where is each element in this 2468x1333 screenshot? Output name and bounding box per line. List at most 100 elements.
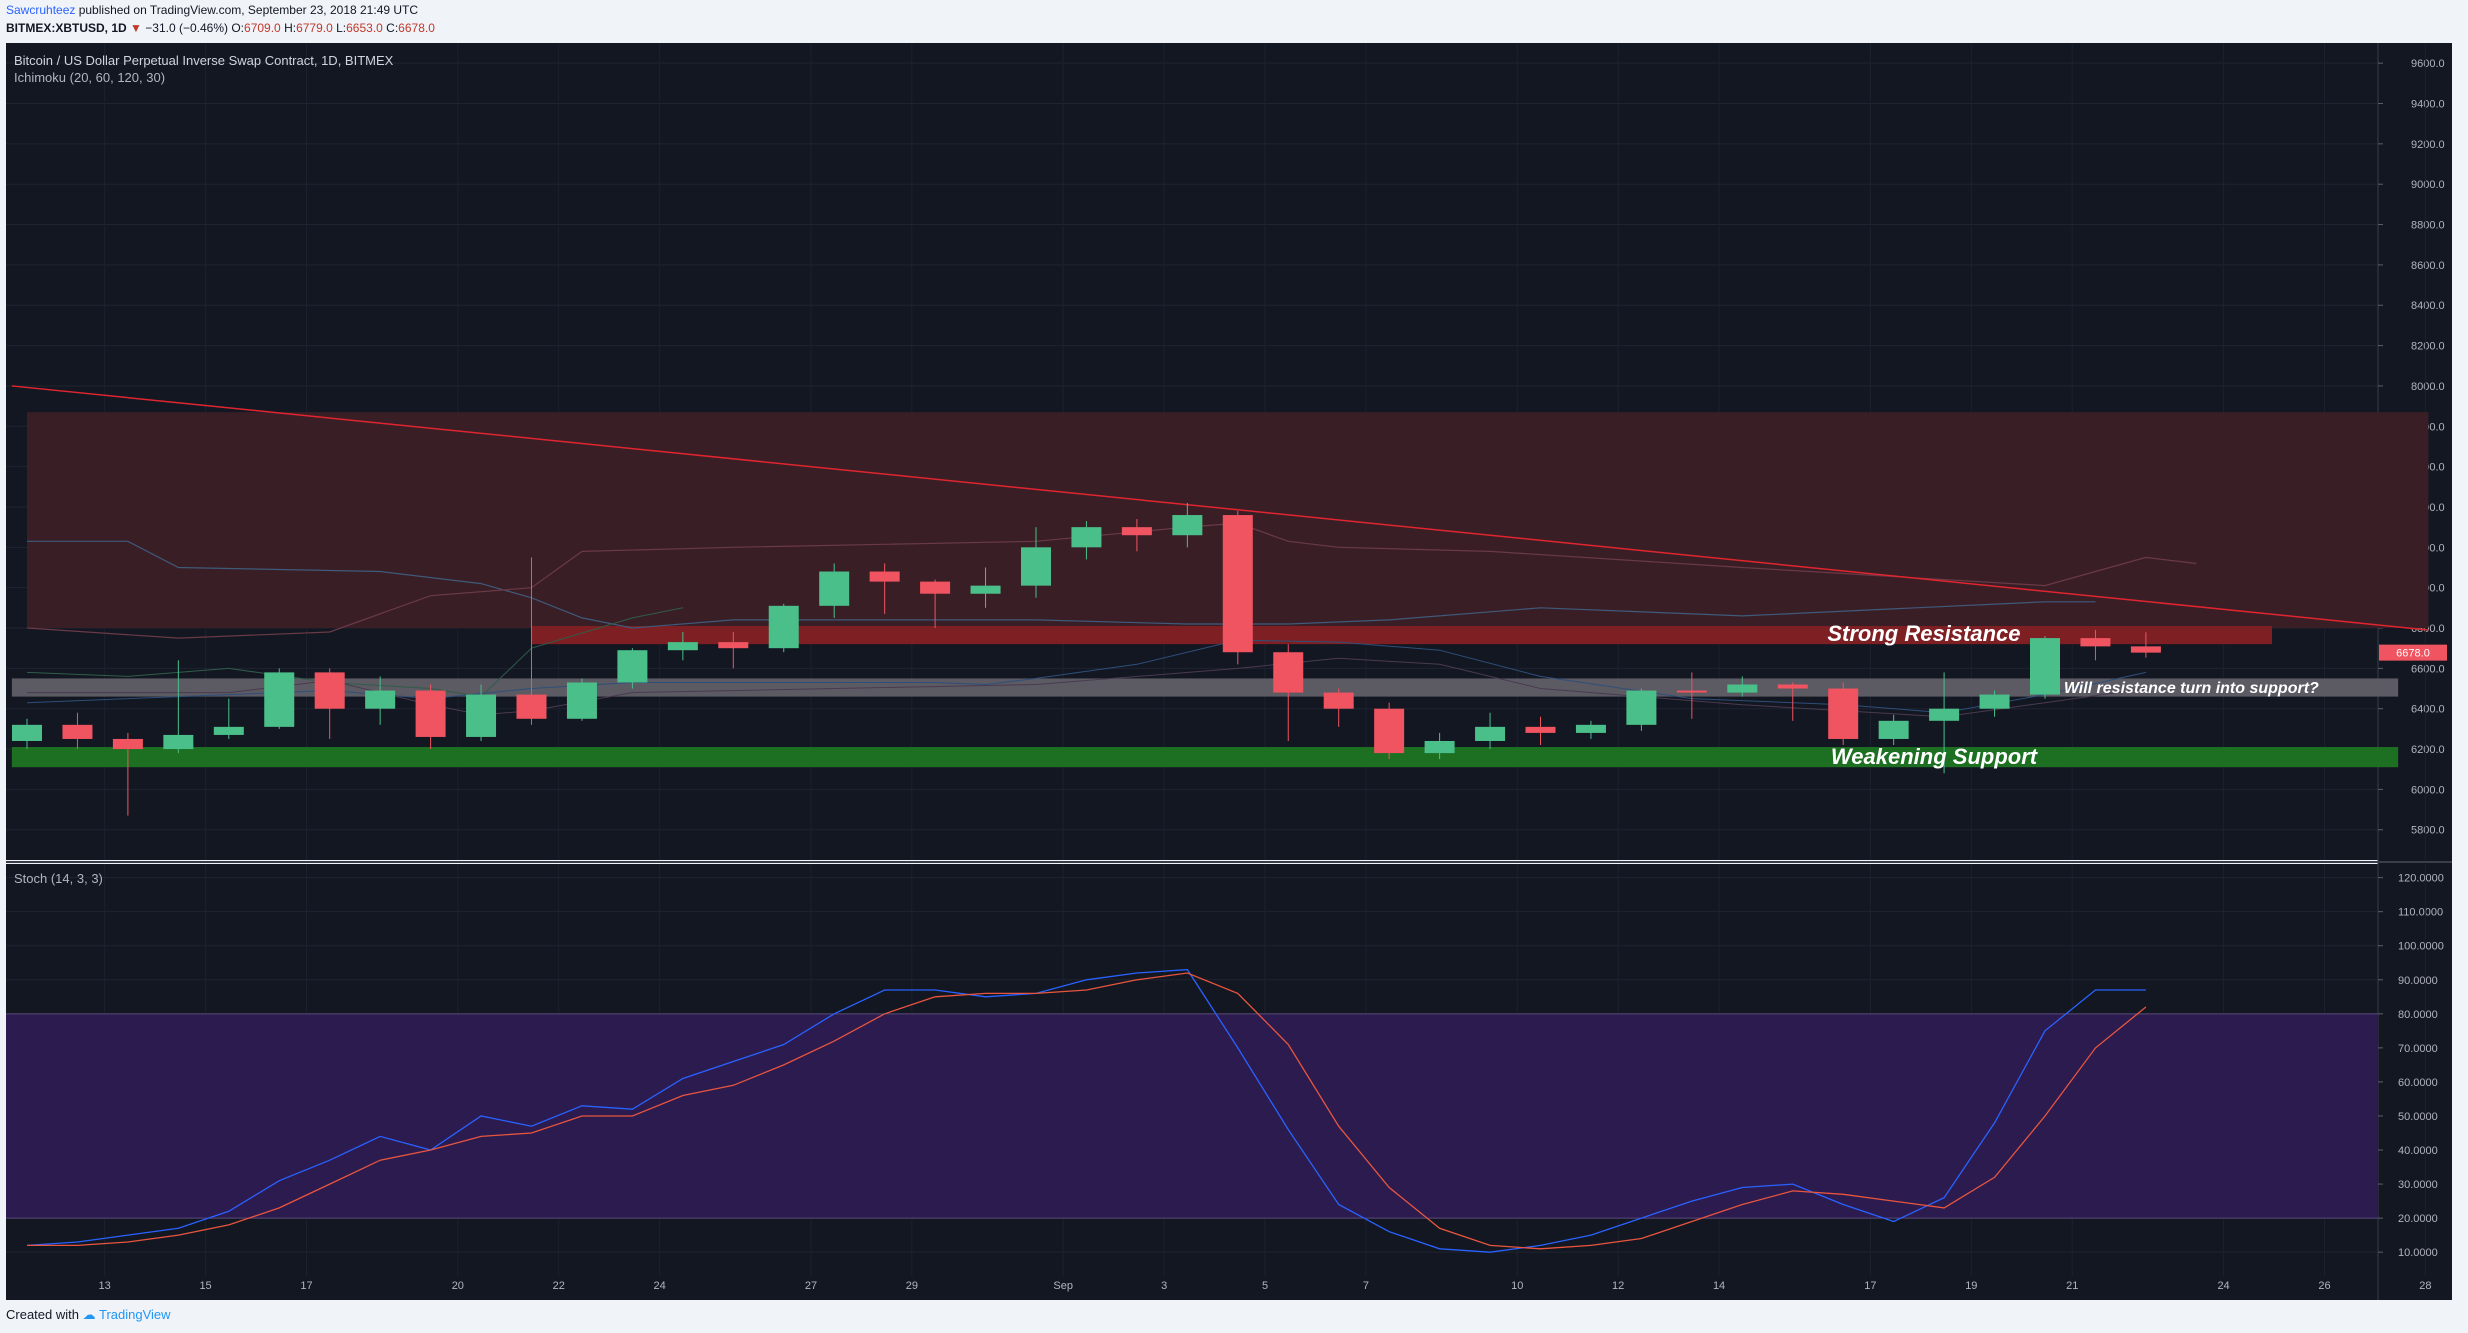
price-tick-label: 8200.0: [2411, 341, 2445, 353]
stoch-band: [6, 1013, 2378, 1219]
candle-body: [1424, 740, 1455, 754]
stoch-tick-label: 80.0000: [2398, 1009, 2438, 1021]
time-tick-label: 28: [2419, 1280, 2431, 1292]
created-with-text: Created with: [6, 1307, 79, 1322]
candle-body: [365, 690, 396, 709]
time-tick-label: 19: [1965, 1280, 1977, 1292]
candle-body: [213, 726, 244, 735]
high-label: H:: [284, 21, 297, 35]
low-label: L:: [336, 21, 347, 35]
candle-body: [2130, 646, 2161, 653]
stoch-tick-label: 90.0000: [2398, 975, 2438, 987]
chart-annotation: Weakening Support: [1831, 744, 2039, 769]
descending-trendline: [11, 385, 2429, 631]
price-tick-label: 8400.0: [2411, 300, 2445, 312]
ohlc-legend: BITMEX:XBTUSD, 1D ▼ −31.0 (−0.46%) O:670…: [6, 21, 435, 35]
candle-body: [1475, 726, 1506, 741]
price-tick-label: 9200.0: [2411, 139, 2445, 151]
candle-body: [566, 682, 597, 719]
time-tick-label: 22: [553, 1280, 565, 1292]
chart-area[interactable]: 9600.0 9400.0 9200.0 9000.0 8800.0 8600.0 8400…: [0, 0, 2468, 1300]
time-tick-label: 17: [300, 1280, 312, 1292]
candle-body: [617, 650, 648, 683]
close-value: 6678.0: [398, 21, 435, 35]
candle-body: [970, 585, 1001, 594]
candle-body: [2080, 638, 2111, 647]
stoch-tick-label: 10.0000: [2398, 1247, 2438, 1259]
ichimoku-tenkan: [26, 639, 2147, 714]
strong-resistance-zone: [531, 625, 2273, 645]
candle-body: [264, 672, 295, 727]
last-price-label: 6678.0: [2396, 648, 2430, 660]
candle-body: [12, 724, 42, 741]
candle-body: [667, 642, 698, 651]
candle-body: [62, 724, 93, 739]
time-tick-label: 15: [199, 1280, 211, 1292]
candle-body: [415, 690, 446, 737]
open-label: O:: [231, 21, 245, 35]
stoch-tick-label: 30.0000: [2398, 1179, 2438, 1191]
last-price-badge: [2379, 644, 2447, 661]
time-tick-label: 17: [1864, 1280, 1876, 1292]
low-value: 6653.0: [346, 21, 383, 35]
candle-body: [1777, 684, 1808, 689]
time-tick-label: 7: [1363, 1280, 1369, 1292]
stoch-tick-label: 110.0000: [2398, 907, 2443, 919]
time-tick-label: 24: [654, 1280, 666, 1292]
candle-body: [516, 694, 547, 719]
candle-body: [718, 642, 749, 649]
price-tick-label: 6200.0: [2411, 744, 2445, 756]
author-link[interactable]: Sawcruhteez: [6, 3, 76, 17]
time-tick-label: 29: [906, 1280, 918, 1292]
price-tick-label: 9000.0: [2411, 179, 2445, 191]
price-tick-label: 9600.0: [2411, 58, 2445, 70]
stoch-tick-label: 70.0000: [2398, 1043, 2438, 1055]
time-tick-label: 26: [2318, 1280, 2330, 1292]
ichimoku-span-a: [27, 540, 2096, 629]
time-tick-label: 3: [1161, 1280, 1167, 1292]
price-tick-label: 6400.0: [2411, 704, 2445, 716]
publish-info: Sawcruhteez published on TradingView.com…: [6, 3, 418, 17]
candle-body: [1273, 652, 1304, 693]
weakening-support-zone: [11, 747, 2399, 768]
stoch-tick-label: 100.0000: [2398, 941, 2444, 953]
symbol-label: BITMEX:XBTUSD, 1D: [6, 21, 127, 35]
price-tick-label: 9400.0: [2411, 99, 2445, 111]
tradingview-logo-icon: ☁: [82, 1307, 96, 1322]
time-tick-label: 14: [1713, 1280, 1725, 1292]
indicator-label: Ichimoku (20, 60, 120, 30): [14, 70, 165, 85]
down-arrow-icon: ▼: [130, 21, 142, 35]
time-tick-label: 21: [2066, 1280, 2078, 1292]
time-tick-label: 12: [1612, 1280, 1624, 1292]
candle-body: [1172, 515, 1203, 536]
candle-body: [1021, 547, 1051, 586]
candle-body: [819, 571, 850, 606]
stoch-line-d: [27, 972, 2147, 1250]
time-tick-label: 24: [2217, 1280, 2229, 1292]
open-value: 6709.0: [244, 21, 281, 35]
candle-body: [1676, 690, 1707, 693]
change-value: −31.0 (−0.46%): [145, 21, 228, 35]
candle-body: [1323, 692, 1354, 709]
candle-body: [1222, 515, 1253, 653]
close-label: C:: [386, 21, 399, 35]
stoch-tick-label: 120.0000: [2398, 873, 2444, 885]
stoch-title: Stoch (14, 3, 3): [14, 871, 103, 886]
candle-body: [1626, 690, 1657, 725]
candle-body: [1878, 720, 1909, 739]
candle-body: [1929, 708, 1960, 721]
stoch-tick-label: 50.0000: [2398, 1111, 2438, 1123]
candle-body: [1727, 684, 1758, 693]
price-tick-label: 6000.0: [2411, 784, 2445, 796]
footer: Created with ☁ TradingView: [6, 1307, 171, 1323]
chart-annotation: Strong Resistance: [1827, 621, 2020, 646]
time-tick-label: 27: [805, 1280, 817, 1292]
candle-body: [314, 672, 345, 709]
candle-body: [1374, 708, 1405, 754]
price-tick-label: 6600.0: [2411, 663, 2445, 675]
candle-body: [869, 571, 900, 582]
tradingview-link[interactable]: TradingView: [99, 1307, 171, 1322]
resistance-support-zone: [11, 678, 2399, 697]
stoch-line-k: [26, 968, 2146, 1253]
stoch-tick-label: 60.0000: [2398, 1077, 2438, 1089]
